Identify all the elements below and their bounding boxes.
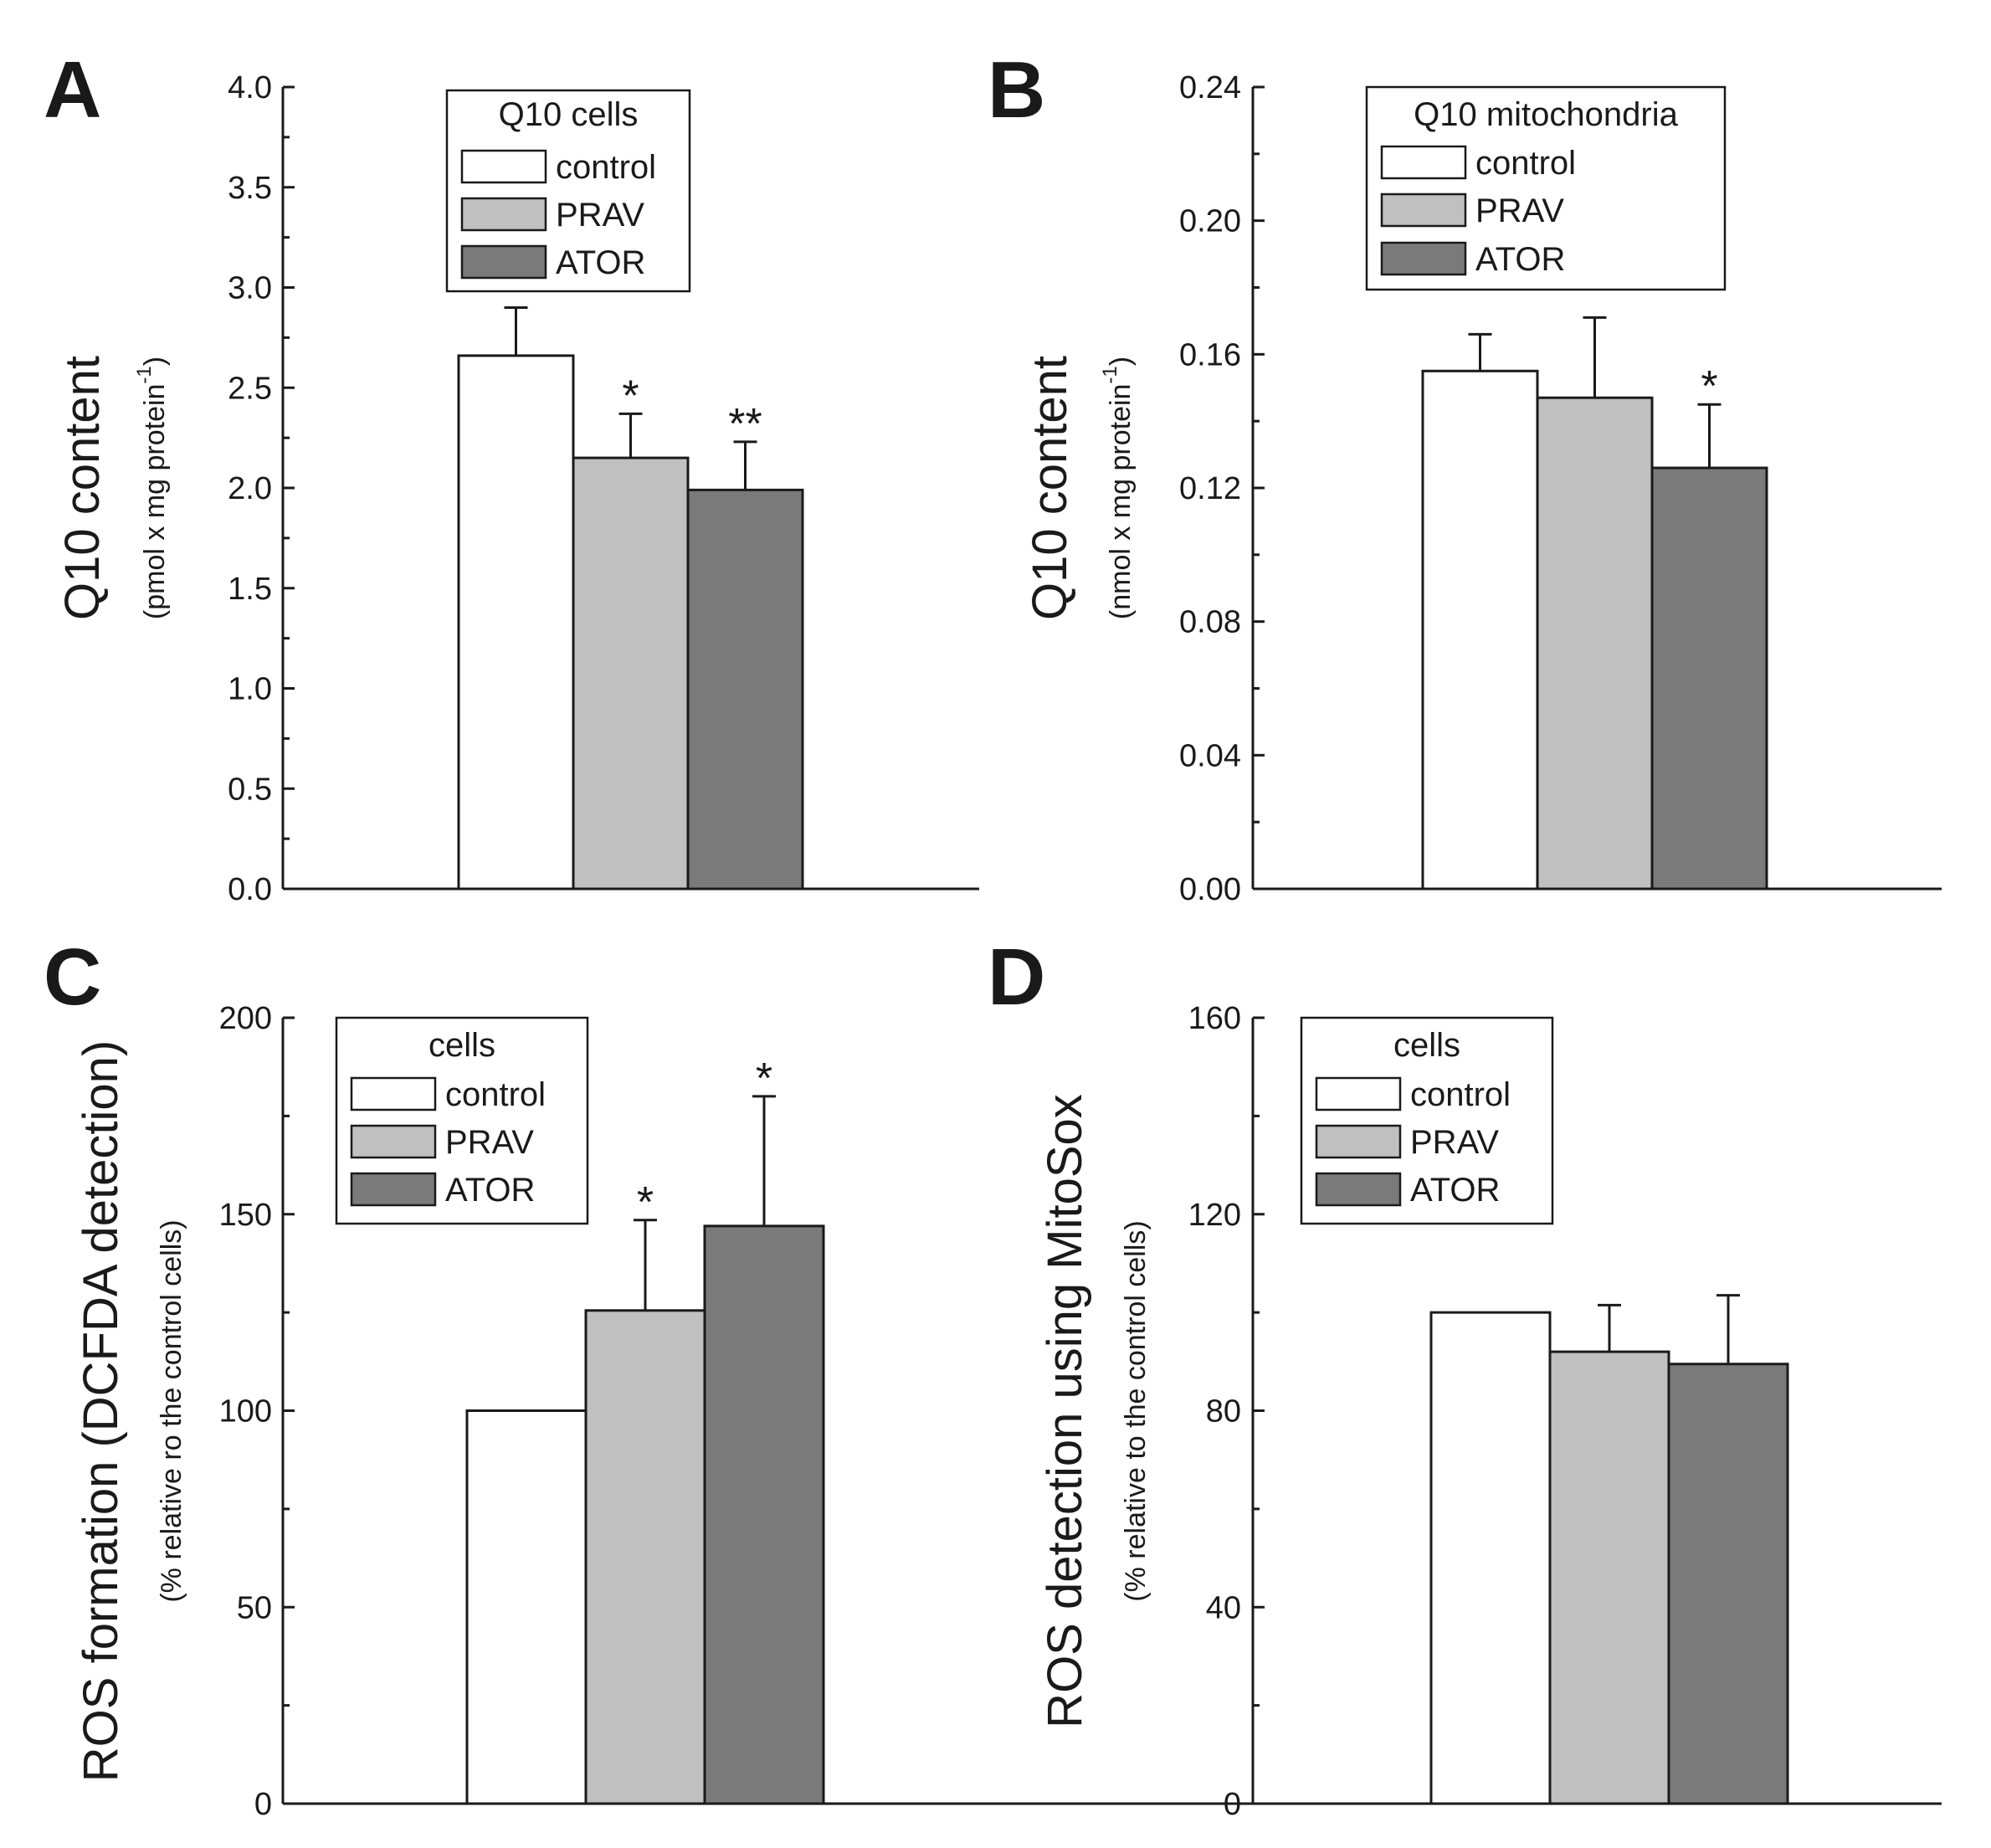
panel-b: B 0.00 0.04 0.08 0.12 0.16 0.20 0.24 Q10 content… (988, 45, 1942, 907)
legend-swatch-ator (350, 1172, 437, 1207)
y-tick-label: 3.5 (228, 171, 272, 206)
y-tick-label: 150 (219, 1198, 272, 1233)
legend-label: control (1410, 1076, 1511, 1113)
y-axis-label: ROS detection using MitoSox (1038, 1094, 1092, 1728)
panel-letter: D (988, 932, 1045, 1022)
legend-label: PRAV (1410, 1124, 1499, 1161)
bar-control (465, 1409, 588, 1805)
bar-prav (572, 456, 690, 891)
y-axis-sublabel: (% relative ro the control cells) (156, 1219, 187, 1602)
y-tick-label: 0.5 (228, 772, 272, 807)
legend-swatch-ator (460, 244, 547, 280)
panel-a: A 0.0 0.5 1.0 1.5 2.0 2.5 3.0 3.5 4.0 Q10 content (… (44, 45, 979, 907)
legend-title: cells (428, 1027, 495, 1064)
y-axis-sublabel: (pmol x mg protein-1) (133, 357, 171, 619)
legend-swatch-control (1380, 145, 1467, 180)
y-tick-label: 0 (1224, 1787, 1241, 1822)
y-tick-label: 1.5 (228, 572, 272, 607)
legend-label: ATOR (445, 1172, 535, 1209)
legend-title: Q10 mitochondria (1414, 96, 1678, 133)
legend-swatch-prav (1315, 1124, 1402, 1159)
legend-title: Q10 cells (499, 96, 639, 133)
significance-marker: * (1701, 362, 1717, 411)
y-tick-label: 0.0 (228, 872, 272, 907)
y-tick-label: 80 (1206, 1394, 1241, 1430)
legend-label: ATOR (1475, 241, 1565, 278)
legend-label: ATOR (556, 244, 645, 281)
bar-control (1421, 369, 1539, 891)
legend-swatch-prav (1380, 192, 1467, 228)
panel-letter: A (44, 45, 101, 135)
y-axis-sublabel: (nmol x mg protein-1) (1099, 357, 1137, 619)
y-axis-label: ROS formation (DCFDA detection) (74, 1040, 128, 1782)
legend-swatch-ator (1380, 241, 1467, 276)
legend-label: PRAV (445, 1124, 534, 1161)
bar-control (457, 354, 575, 891)
panel-letter: B (988, 45, 1045, 135)
legend-title: cells (1393, 1027, 1460, 1064)
y-tick-label: 2.0 (228, 471, 272, 506)
legend-swatch-control (1315, 1076, 1402, 1111)
legend-label: control (556, 149, 656, 186)
legend-swatch-control (350, 1076, 437, 1111)
legend-swatch-prav (460, 197, 547, 232)
legend-swatch-prav (350, 1124, 437, 1159)
legend: Q10 mitochondria control PRAV ATOR (1365, 85, 1727, 291)
significance-marker: * (622, 372, 639, 420)
legend: Q10 cells control PRAV ATOR (445, 89, 691, 293)
y-tick-label: 160 (1188, 1001, 1241, 1036)
y-tick-label: 2.5 (228, 371, 272, 406)
legend-label: PRAV (1475, 192, 1564, 229)
significance-marker: * (637, 1178, 654, 1227)
legend: cells control PRAV ATOR (1300, 1016, 1554, 1225)
y-tick-label: 0.16 (1179, 337, 1241, 372)
bar-prav (584, 1309, 706, 1805)
bar-ator (1667, 1363, 1789, 1805)
bar-prav (1548, 1350, 1670, 1805)
y-tick-label: 200 (219, 1001, 272, 1036)
panel-d: D 0 40 80 120 160 ROS detection using MitoSox (… (988, 932, 1942, 1822)
y-tick-label: 100 (219, 1394, 272, 1430)
y-tick-label: 40 (1206, 1590, 1241, 1625)
legend-label: PRAV (556, 197, 644, 234)
legend-label: ATOR (1410, 1172, 1500, 1209)
legend-swatch-ator (1315, 1172, 1402, 1207)
panel-c: C 0 50 100 150 200 ROS formation (DCFDA detect… (44, 932, 1565, 1822)
bar-control (1429, 1311, 1552, 1805)
bar-ator (703, 1224, 825, 1805)
y-tick-label: 4.0 (228, 70, 272, 105)
y-tick-label: 3.0 (228, 271, 272, 306)
y-axis-sublabel: (% relative to the control cells) (1120, 1220, 1152, 1601)
y-tick-label: 120 (1188, 1198, 1241, 1233)
significance-marker: * (756, 1055, 772, 1103)
y-tick-label: 0 (254, 1787, 272, 1822)
panel-letter: C (44, 932, 101, 1022)
significance-marker: ** (728, 400, 762, 449)
bar-ator (1650, 466, 1768, 891)
y-tick-label: 0.24 (1179, 70, 1241, 105)
legend-swatch-control (460, 149, 547, 184)
y-tick-label: 0.00 (1179, 872, 1241, 907)
y-tick-label: 0.12 (1179, 471, 1241, 506)
legend: cells control PRAV ATOR (335, 1016, 589, 1225)
bar-ator (686, 488, 804, 891)
y-tick-label: 0.04 (1179, 738, 1241, 773)
bar-prav (1536, 396, 1654, 891)
y-tick-label: 0.20 (1179, 204, 1241, 239)
legend-label: control (1475, 145, 1576, 182)
y-tick-label: 50 (237, 1590, 272, 1625)
y-tick-label: 0.08 (1179, 605, 1241, 640)
y-axis-label: Q10 content (55, 356, 110, 620)
y-axis-label: Q10 content (1023, 356, 1077, 620)
legend-label: control (445, 1076, 546, 1113)
y-tick-label: 1.0 (228, 672, 272, 707)
